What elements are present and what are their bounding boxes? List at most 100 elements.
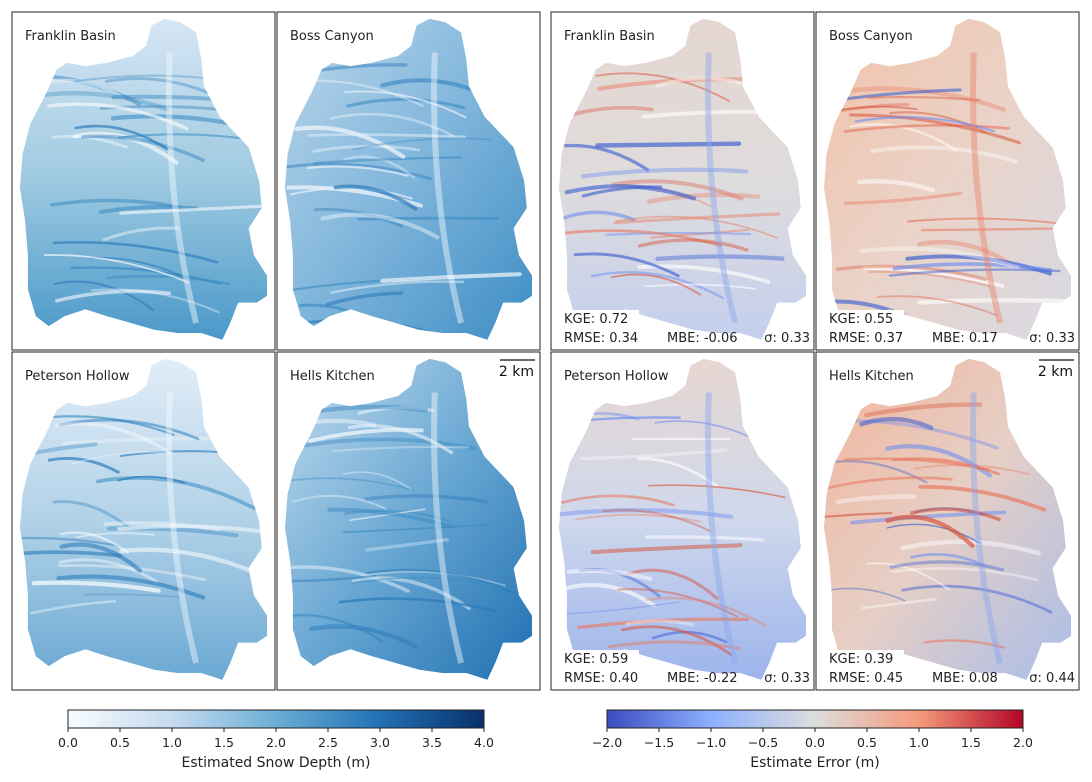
stat-background bbox=[824, 650, 904, 666]
rmse-stat: RMSE: 0.40 bbox=[564, 671, 638, 686]
terrain-streak bbox=[329, 112, 455, 138]
basin-fill bbox=[558, 18, 807, 340]
terrain-streak bbox=[918, 484, 1047, 512]
terrain-streak bbox=[21, 536, 119, 547]
terrain-streak bbox=[313, 207, 404, 228]
terrain-streak bbox=[864, 402, 983, 418]
terrain-streak bbox=[861, 598, 937, 610]
terrain-streak bbox=[580, 448, 728, 461]
terrain-streak bbox=[342, 524, 486, 534]
terrain-streak bbox=[352, 576, 518, 592]
terrain-streak bbox=[607, 640, 740, 650]
terrain-streak bbox=[648, 484, 786, 499]
terrain-streak bbox=[117, 524, 268, 536]
terrain-streak bbox=[859, 416, 934, 430]
mbe-stat: MBE: -0.06 bbox=[667, 331, 738, 346]
terrain-streak bbox=[889, 111, 987, 134]
terrain-streak bbox=[364, 494, 488, 504]
stat-background bbox=[824, 310, 904, 326]
map-panel: Peterson Hollow KGE: 0.59 RMSE: 0.40 MBE… bbox=[550, 351, 815, 691]
terrain-streak bbox=[615, 215, 778, 239]
terrain-streak bbox=[870, 145, 1019, 164]
colorbar-tick-label: −1.0 bbox=[696, 735, 726, 750]
basin-fill bbox=[19, 358, 268, 680]
terrain-streak bbox=[888, 268, 1061, 277]
basin-fill bbox=[823, 358, 1072, 680]
colorbar-tick-label: 1.5 bbox=[961, 735, 981, 750]
terrain-streak bbox=[590, 543, 743, 555]
colorbar-tick-label: −1.5 bbox=[644, 735, 674, 750]
terrain-streak bbox=[849, 122, 958, 152]
colorbar-label: Estimate Error (m) bbox=[750, 755, 879, 771]
terrain-streak bbox=[823, 511, 893, 518]
scale-bar: 2 km bbox=[1038, 359, 1074, 380]
terrain-streak bbox=[333, 184, 418, 211]
panel-title: Franklin Basin bbox=[564, 29, 655, 44]
rmse-stat: RMSE: 0.34 bbox=[564, 331, 638, 346]
basin-surface bbox=[19, 358, 268, 680]
terrain-streak bbox=[580, 167, 749, 179]
terrain-streak bbox=[302, 437, 477, 451]
terrain-streak bbox=[889, 560, 1005, 572]
terrain-streak bbox=[574, 513, 701, 523]
terrain-streak bbox=[81, 134, 206, 163]
terrain-streak bbox=[906, 217, 1072, 226]
terrain-streak bbox=[602, 509, 711, 532]
terrain-streak bbox=[347, 424, 454, 455]
colorbar-tick-label: 1.5 bbox=[214, 735, 234, 750]
terrain-streak bbox=[330, 445, 470, 453]
terrain-streak bbox=[848, 113, 1022, 145]
panel-title: Boss Canyon bbox=[829, 29, 913, 44]
map-panel: Hells Kitchen bbox=[276, 351, 541, 691]
panel-title: Boss Canyon bbox=[290, 29, 374, 44]
basin-surface bbox=[558, 18, 807, 340]
kge-stat: KGE: 0.39 bbox=[829, 652, 893, 667]
terrain-streak bbox=[59, 531, 129, 554]
terrain-streak bbox=[51, 134, 128, 149]
terrain-streak bbox=[119, 203, 268, 215]
terrain-streak bbox=[655, 254, 785, 262]
terrain-streak bbox=[351, 576, 471, 610]
terrain-streak bbox=[866, 562, 950, 591]
terrain-streak bbox=[30, 599, 117, 615]
colorbar-ramp bbox=[606, 709, 1024, 729]
terrain-streak bbox=[19, 550, 122, 558]
colorbar: −2.0 −1.5 −1.0 −0.5 0.0 0.5 1.0 1.5 2.0 Estimate … bbox=[592, 709, 1033, 771]
scale-bar-label: 2 km bbox=[1038, 364, 1073, 380]
valley-channel bbox=[431, 392, 465, 664]
terrain-streak bbox=[52, 500, 130, 529]
terrain-streak bbox=[72, 451, 173, 465]
terrain-streak bbox=[342, 155, 416, 179]
terrain-streak bbox=[53, 280, 155, 311]
terrain-streak bbox=[74, 124, 169, 151]
basin-fill bbox=[284, 18, 533, 340]
mbe-stat: MBE: 0.08 bbox=[932, 671, 998, 686]
terrain-streak bbox=[625, 619, 695, 627]
basin-fill bbox=[284, 358, 533, 680]
terrain-streak bbox=[380, 272, 522, 283]
terrain-streak bbox=[117, 475, 186, 484]
terrain-streak bbox=[650, 228, 750, 239]
terrain-streak bbox=[284, 477, 414, 491]
rmse-stat: RMSE: 0.45 bbox=[829, 671, 903, 686]
terrain-streak bbox=[892, 262, 1053, 272]
colorbar: 0.0 0.5 1.0 1.5 2.0 2.5 3.0 3.5 4.0 Estimated Sno… bbox=[58, 709, 494, 771]
terrain-streak bbox=[611, 179, 744, 201]
terrain-streak bbox=[636, 456, 719, 488]
terrain-streak bbox=[352, 137, 491, 151]
basin-fill bbox=[823, 18, 1072, 340]
sigma-stat: σ: 0.33 bbox=[1029, 331, 1075, 346]
terrain-streak bbox=[862, 265, 1005, 288]
terrain-streak bbox=[565, 601, 680, 615]
terrain-streak bbox=[605, 231, 752, 236]
mbe-stat: MBE: -0.22 bbox=[667, 671, 738, 686]
terrain-streak bbox=[858, 246, 1020, 270]
terrain-streak bbox=[286, 162, 432, 181]
terrain-streak bbox=[98, 204, 199, 214]
terrain-streak bbox=[83, 593, 180, 598]
mbe-stat: MBE: 0.17 bbox=[932, 331, 998, 346]
kge-stat: KGE: 0.55 bbox=[829, 312, 893, 327]
terrain-streak bbox=[644, 535, 765, 542]
colorbar-tick-label: 3.5 bbox=[422, 735, 442, 750]
